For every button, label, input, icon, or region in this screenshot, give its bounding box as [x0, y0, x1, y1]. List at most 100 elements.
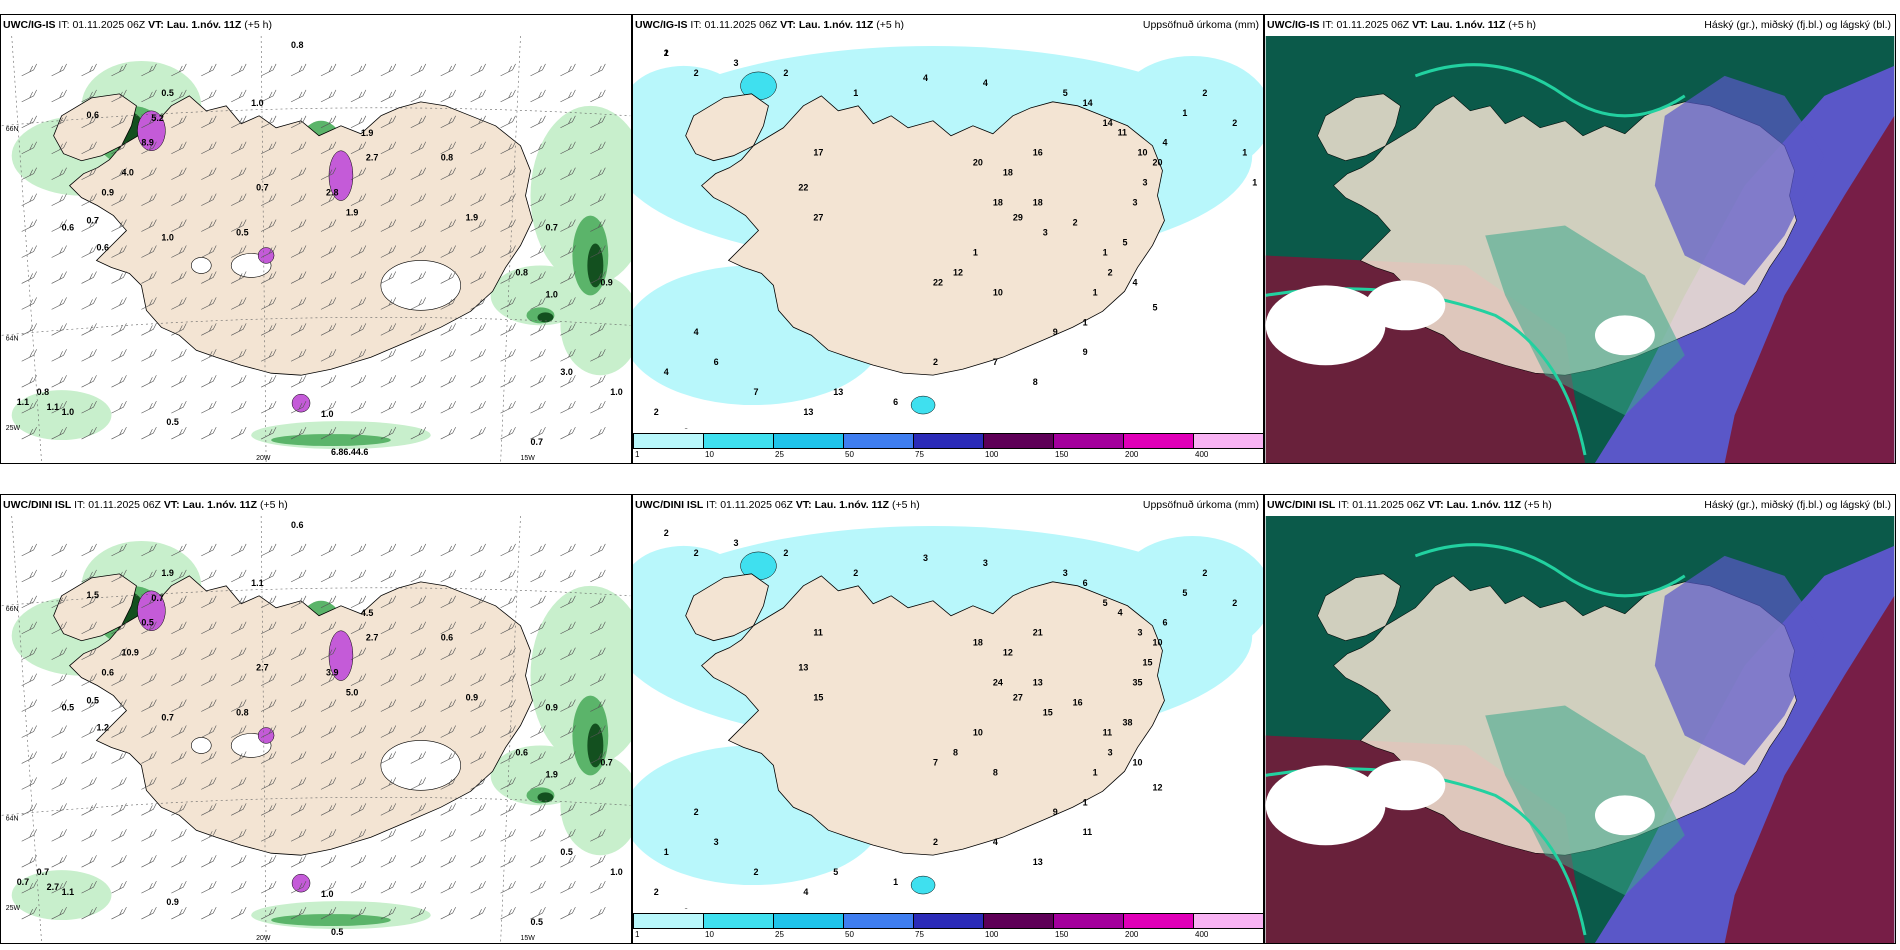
wind-barb [21, 141, 37, 154]
wind-barb [590, 349, 606, 362]
wind-barb [350, 401, 367, 414]
wind-barb [320, 193, 337, 206]
wind-barb [560, 699, 576, 712]
precip-colorbar: 1 10 25 50 75 100 150 200 400 [633, 429, 1263, 463]
wind-barb [260, 349, 277, 362]
precip-area-mid [910, 875, 936, 895]
wind-barb [530, 699, 546, 712]
wind-barb [380, 543, 397, 557]
wind-barb [410, 297, 427, 310]
wind-barb [440, 906, 456, 920]
wind-barb [290, 829, 307, 842]
wind-barb [171, 543, 187, 557]
wind-barb [51, 375, 67, 388]
precip-map[interactable]: 2 2 3 2 2 3 3 3 6 5 4 3 10 11 13 15 18 12 21 24 27 13 15 16 11 10… [633, 516, 1263, 909]
wind-band-max [537, 312, 554, 323]
wind-barb [560, 271, 576, 284]
wind-barb [260, 297, 277, 310]
wind-barb [81, 141, 97, 154]
wind-barb [530, 63, 546, 77]
colorbar-swatch [1123, 913, 1194, 929]
wind-map[interactable]: 66N 64N 25W 20W 15W 0.6 1.1 1.5 1.9 0.6 1.2 2.7 0.6 0… [1, 516, 631, 943]
wind-barb [81, 647, 97, 660]
wind-barb [590, 245, 606, 258]
wind-barb [380, 426, 397, 440]
wind-barb [470, 141, 486, 154]
wind-barb [260, 699, 277, 712]
wind-barb [380, 219, 397, 232]
wind-barb [141, 881, 157, 894]
model-name: UWC/IG-IS [635, 19, 688, 31]
precip-value: 3 [1043, 227, 1048, 237]
colorbar-tick: 400 [1195, 930, 1209, 939]
wind-barb [260, 673, 277, 686]
wind-map[interactable]: 66N 64N 25W 20W 15W 0.8 1.0 0.6 0.5 0.9 0.6 0.7 0.8 0… [1, 36, 631, 463]
colorbar-tick: 10 [705, 930, 714, 939]
colorbar-swatch [633, 913, 704, 929]
wind-barb [380, 167, 397, 180]
wind-barb [440, 426, 456, 440]
cloud-map[interactable] [1265, 36, 1895, 463]
wind-barb [51, 245, 67, 258]
wind-barb [530, 141, 546, 154]
wind-value: 6.86.44.6 [331, 447, 368, 457]
cloud-map[interactable] [1265, 516, 1895, 943]
wind-barb [290, 193, 307, 206]
wind-barb [320, 881, 337, 894]
wind-barb [560, 323, 576, 336]
colorbar-tick: 1 [635, 930, 640, 939]
panel-header: UWC/DINI ISL IT: 01.11.2025 06Z VT: Lau.… [1265, 495, 1895, 516]
precip-value: 17 [813, 148, 823, 158]
wind-barb [500, 699, 516, 712]
wind-barb [470, 63, 486, 77]
wind-barb [141, 699, 157, 712]
precip-panel-row1: UWC/IG-IS IT: 01.11.2025 06Z VT: Lau. 1.… [632, 14, 1264, 464]
wind-band-max [587, 243, 604, 288]
wind-barb [590, 751, 606, 764]
precip-map[interactable]: 2 2 3 2 1 4 4 5 14 14 11 10 20 17 22 27 20 18 16 18 29 18 3 2 1 4… [633, 36, 1263, 429]
wind-band-strong [271, 434, 391, 447]
wind-barb [81, 673, 97, 686]
wind-barb [260, 426, 277, 440]
wind-barb [111, 621, 127, 634]
wind-barb [380, 647, 397, 660]
wind-barb [141, 829, 157, 842]
wind-barb [320, 375, 337, 388]
wind-barb [590, 569, 606, 583]
wind-barb [260, 89, 277, 103]
precip-value: 11 [1083, 827, 1092, 837]
wind-barb [290, 63, 307, 77]
wind-value: 0.7 [87, 216, 99, 226]
precip-value: 8 [953, 747, 958, 757]
colorbar-swatch [983, 433, 1054, 449]
wind-barb [410, 906, 427, 920]
wind-barb [500, 673, 516, 686]
wind-value: 0.8 [516, 267, 528, 277]
wind-barb [410, 569, 427, 583]
wind-barb [410, 219, 427, 232]
westfjords-land [685, 93, 769, 162]
precip-value: 13 [1033, 678, 1043, 688]
wind-barb [51, 323, 67, 336]
wind-barb [51, 271, 67, 284]
precip-value: 1 [1252, 178, 1257, 188]
wind-barb [51, 906, 67, 920]
wind-barb [350, 699, 367, 712]
wind-barb [51, 297, 67, 310]
wind-barb [111, 829, 127, 842]
wind-barb [171, 881, 187, 894]
precip-value: 18 [973, 638, 983, 648]
wind-barb [590, 699, 606, 712]
precip-value: 4 [993, 837, 998, 847]
wind-barb [21, 699, 37, 712]
wind-barb [500, 115, 516, 129]
wind-barb [81, 426, 97, 440]
precip-cell [291, 393, 311, 413]
wind-barb [350, 63, 367, 77]
wind-barb [560, 881, 576, 894]
wind-barb [231, 245, 247, 258]
precip-value: 2 [1108, 267, 1113, 277]
wind-value: 3.9 [326, 668, 338, 678]
precip-value: 20 [973, 158, 983, 168]
wind-barb [380, 751, 397, 764]
